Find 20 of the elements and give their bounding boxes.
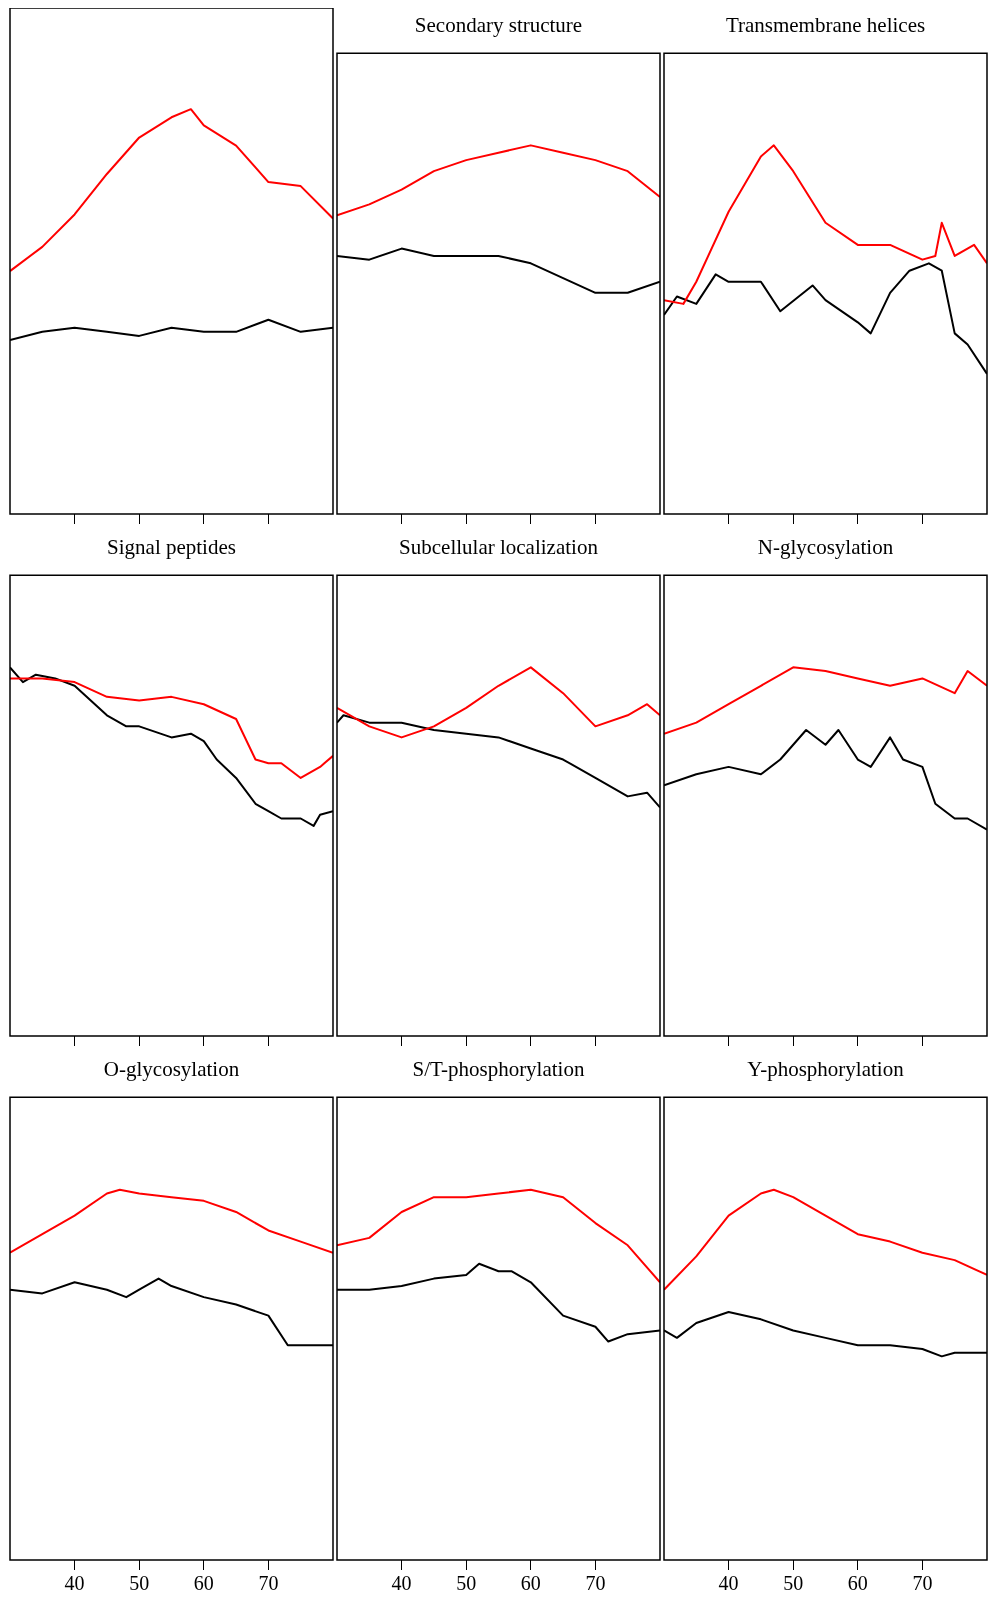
x-tick-label: 70 bbox=[585, 1572, 606, 1595]
chart-title: N-glycosylation bbox=[757, 535, 894, 560]
x-tick-label: 50 bbox=[129, 1572, 150, 1595]
x-tick-label: 40 bbox=[718, 1572, 739, 1595]
x-tick-label: 50 bbox=[783, 1572, 804, 1595]
x-tick-label: 60 bbox=[193, 1572, 214, 1595]
chart-title: Subcellular localization bbox=[399, 535, 599, 560]
chart-title: Signal peptides bbox=[107, 535, 236, 560]
chart-title: Y-phosphorylation bbox=[747, 1057, 905, 1082]
x-tick-label: 40 bbox=[64, 1572, 85, 1595]
x-tick-label: 60 bbox=[847, 1572, 868, 1595]
chart-title: Transmembrane helices bbox=[725, 13, 926, 38]
x-tick-label: 50 bbox=[456, 1572, 477, 1595]
chart-title: O-glycosylation bbox=[103, 1057, 240, 1082]
x-tick-label: 60 bbox=[520, 1572, 541, 1595]
x-tick-label: 70 bbox=[258, 1572, 279, 1595]
x-tick-label: 70 bbox=[912, 1572, 933, 1595]
chart-title: Secondary structure bbox=[414, 13, 583, 38]
x-tick-label: 40 bbox=[391, 1572, 412, 1595]
chart-title: S/T-phosphorylation bbox=[412, 1057, 585, 1082]
